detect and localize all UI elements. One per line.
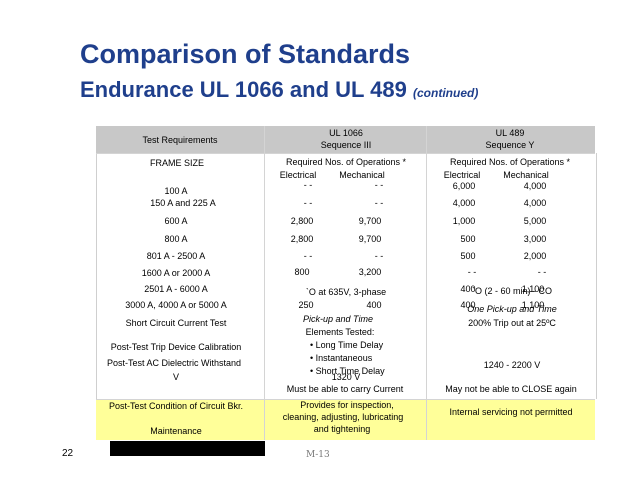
row-ul1066-mechanical: - - [374, 198, 384, 208]
ul1066-long-time: • Long Time Delay [310, 340, 384, 350]
dielectric-withstand-label: Post-Test AC Dielectric Withstand [106, 358, 242, 368]
header-ul1066: UL 1066 [329, 128, 363, 138]
row-divider [96, 399, 595, 400]
ul489-trip-note: 200% Trip out at 25ºC [468, 318, 556, 328]
row-ul489-electrical: 400 [460, 300, 476, 310]
ul1066-electrical-label: Electrical [279, 170, 317, 180]
row-ul489-mechanical: 4,000 [523, 198, 547, 208]
ul489-dielectric-voltage: 1240 - 2200 V [483, 360, 541, 370]
ul1066-instantaneous: • Instantaneous [310, 353, 373, 363]
subtitle-text: Endurance UL 1066 and UL 489 [80, 77, 407, 102]
row-ul1066-electrical: - - [303, 251, 313, 261]
frame-size-label: FRAME SIZE [149, 158, 205, 168]
row-ul1066-mechanical: 9,700 [358, 234, 382, 244]
row-frame: 2501 A - 6000 A [144, 284, 208, 294]
row-frame: 3000 A, 4000 A or 5000 A [125, 300, 227, 310]
row-frame: 150 A and 225 A [150, 198, 216, 208]
header-test-requirements: Test Requirements [142, 135, 218, 145]
short-circuit-test-label: Short Circuit Current Test [125, 318, 227, 328]
table-header-band [96, 126, 595, 153]
header-ul489-sequence: Sequence Y [485, 140, 535, 150]
ul1066-short-time: • Short Time Delay [310, 366, 385, 376]
ul1066-mechanical-label: Mechanical [339, 170, 385, 180]
row-ul1066-mechanical: - - [374, 251, 384, 261]
column-divider [264, 126, 265, 440]
row-ul1066-electrical: 250 [298, 300, 314, 310]
row-frame: 800 A [164, 234, 188, 244]
maintenance-highlight-band [96, 399, 595, 440]
slide-subtitle: Endurance UL 1066 and UL 489 (continued) [80, 77, 478, 106]
table-body-band [96, 153, 597, 399]
ul489-maintenance: Internal servicing not permitted [449, 407, 573, 417]
row-ul1066-mechanical: 400 [366, 300, 382, 310]
footer-redaction-bar [110, 441, 265, 456]
row-ul1066-mechanical: - - [374, 180, 384, 190]
ul1066-maintenance-line2: cleaning, adjusting, lubricating [282, 412, 404, 422]
row-ul1066-electrical: - - [303, 198, 313, 208]
ul1066-maintenance-line1: Provides for inspection, [300, 400, 394, 410]
trip-calibration-label: Post-Test Trip Device Calibration [110, 342, 242, 352]
row-ul489-electrical: 500 [460, 251, 476, 261]
row-ul489-electrical: 1,000 [452, 216, 476, 226]
row-frame: 600 A [164, 216, 188, 226]
row-ul489-electrical: 6,000 [452, 181, 476, 191]
row-ul489-mechanical: - - [537, 267, 547, 277]
subtitle-note: (continued) [413, 86, 479, 100]
page-number: 22 [62, 448, 74, 459]
ul489-electrical-label: Electrical [443, 170, 481, 180]
ul1066-pickup-note: Pick-up and Time [303, 314, 373, 324]
row-frame: 100 A [164, 186, 188, 196]
row-ul1066-electrical: 2,800 [290, 234, 314, 244]
ul1066-condition: Must be able to carry Current [286, 384, 404, 394]
header-ul1066-sequence: Sequence III [320, 140, 372, 150]
header-ul489: UL 489 [495, 128, 525, 138]
row-ul1066-electrical: 2,800 [290, 216, 314, 226]
row-ul1066-mechanical: 3,200 [358, 267, 382, 277]
row-ul489-mechanical: 1,100 [521, 284, 545, 294]
slide-title: Comparison of Standards [80, 39, 411, 69]
dielectric-withstand-unit: V [172, 372, 180, 382]
row-frame: 801 A - 2500 A [146, 251, 206, 261]
footer-code: M-13 [306, 450, 330, 460]
row-ul489-electrical: 4,000 [452, 198, 476, 208]
ul489-operation-sequence: `O (2 - 60 min) - CO [471, 286, 553, 296]
row-ul1066-electrical: - - [303, 180, 313, 190]
ul489-mechanical-label: Mechanical [503, 170, 549, 180]
row-ul1066-mechanical: 9,700 [358, 216, 382, 226]
maintenance-label: Maintenance [150, 426, 202, 436]
ul489-pickup-note: One Pick-up and Time [467, 304, 557, 314]
ul1066-required-ops: Required Nos. of Operations * [285, 157, 407, 167]
ul1066-test-voltage: `O at 635V, 3-phase [305, 287, 387, 297]
row-ul489-mechanical: 2,000 [523, 251, 547, 261]
ul489-condition: May not be able to CLOSE again [445, 384, 577, 394]
row-ul489-electrical: 500 [460, 234, 476, 244]
row-ul489-mechanical: 5,000 [523, 216, 547, 226]
row-ul1066-electrical: 800 [294, 267, 310, 277]
row-ul489-electrical: - - [467, 267, 477, 277]
row-divider [96, 153, 595, 154]
condition-label: Post-Test Condition of Circuit Bkr. [108, 401, 244, 411]
ul1066-maintenance-line3: and tightening [313, 424, 371, 434]
row-frame: 1600 A or 2000 A [141, 268, 211, 278]
row-ul489-mechanical: 3,000 [523, 234, 547, 244]
ul489-required-ops: Required Nos. of Operations * [449, 157, 571, 167]
row-ul489-mechanical: 4,000 [523, 181, 547, 191]
column-divider [426, 126, 427, 440]
ul1066-dielectric-voltage: 1320 V [331, 372, 361, 382]
row-ul489-mechanical: 1,100 [521, 300, 545, 310]
ul1066-elements-tested: Elements Tested: [305, 327, 375, 337]
row-ul489-electrical: 400 [460, 284, 476, 294]
